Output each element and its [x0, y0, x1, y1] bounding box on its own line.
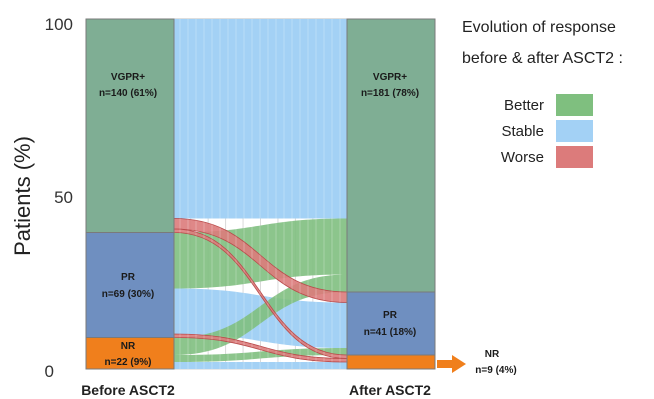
chart-labels: Patients (%) 0 50 100 Before ASCT2 After… [10, 15, 623, 398]
flow-texture [174, 218, 347, 303]
legend [556, 94, 593, 168]
x-tick-label: After ASCT2 [349, 382, 431, 398]
before-vgpr-label: VGPR+ [111, 72, 145, 83]
before-bar-vgprplus [85, 18, 175, 233]
legend-title: before & after ASCT2 : [462, 50, 623, 67]
stage-bars [85, 18, 436, 370]
after-bar-nr [346, 354, 436, 370]
after-nr-count: n=9 (4%) [475, 365, 516, 376]
y-tick-label: 100 [45, 15, 73, 34]
after-pr-label: PR [383, 310, 398, 321]
x-tick-label: Before ASCT2 [81, 382, 175, 398]
legend-swatch-worse [556, 146, 593, 168]
y-tick-label: 50 [54, 188, 73, 207]
flow-texture [174, 19, 347, 219]
flow-texture [174, 362, 347, 369]
before-nr-count: n=22 (9%) [105, 357, 152, 368]
nr-arrow-icon [437, 355, 466, 373]
flow-texture [174, 229, 347, 359]
before-bar-nr [85, 337, 175, 370]
legend-label-better: Better [504, 97, 544, 114]
before-bar-pr [85, 232, 175, 338]
after-pr-count: n=41 (18%) [364, 327, 417, 338]
legend-swatch-stable [556, 120, 593, 142]
after-bar-pr [346, 291, 436, 356]
before-nr-label: NR [121, 341, 136, 352]
flow-bands [173, 19, 348, 369]
after-vgpr-label: VGPR+ [373, 72, 407, 83]
y-tick-label: 0 [45, 362, 54, 381]
before-pr-label: PR [121, 272, 136, 283]
after-vgpr-count: n=181 (78%) [361, 88, 419, 99]
flow-texture [174, 334, 347, 362]
before-pr-count: n=69 (30%) [102, 289, 155, 300]
legend-swatch-better [556, 94, 593, 116]
y-axis-label: Patients (%) [10, 136, 35, 256]
before-vgpr-count: n=140 (61%) [99, 88, 157, 99]
after-bar-vgprplus [346, 18, 436, 293]
legend-label-worse: Worse [501, 149, 544, 166]
legend-title: Evolution of response [462, 19, 616, 36]
legend-label-stable: Stable [501, 123, 544, 140]
flow-texture [174, 348, 347, 362]
after-nr-label: NR [485, 349, 500, 360]
